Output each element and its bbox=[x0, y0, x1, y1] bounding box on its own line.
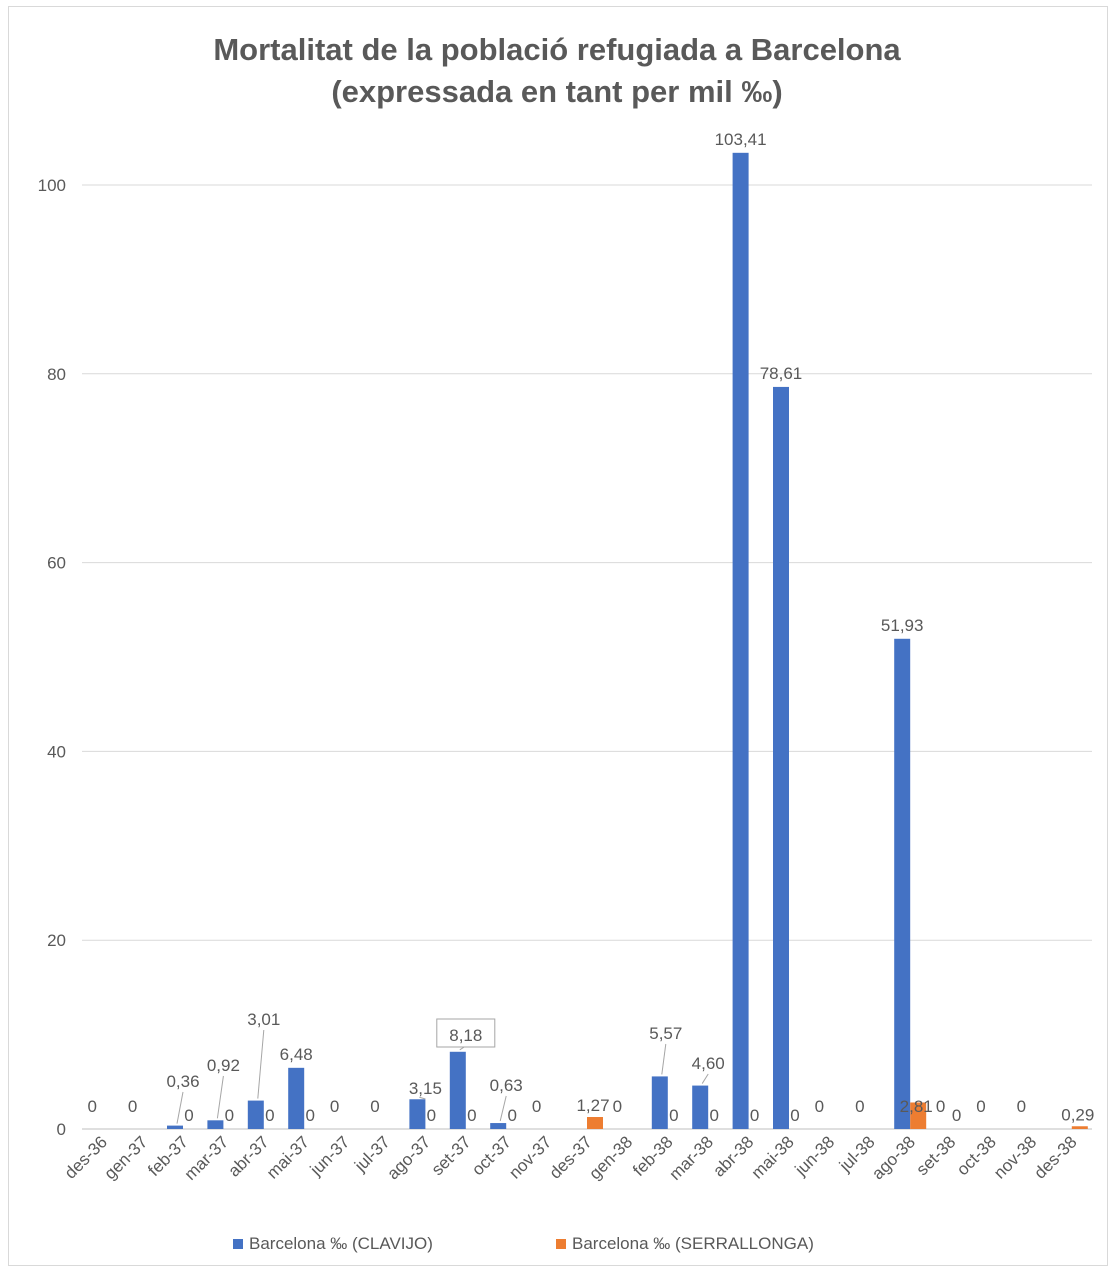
y-tick-label: 80 bbox=[47, 365, 66, 384]
data-label: 0 bbox=[1017, 1097, 1026, 1116]
leader-line bbox=[176, 1091, 184, 1124]
data-label: 8,18 bbox=[449, 1026, 482, 1045]
x-tick-label: set-37 bbox=[428, 1132, 475, 1179]
data-label: 0 bbox=[128, 1097, 137, 1116]
x-tick-label: nov-38 bbox=[990, 1132, 1040, 1182]
data-label: 0 bbox=[427, 1106, 436, 1125]
legend-swatch-clavijo bbox=[233, 1239, 243, 1249]
data-label: 6,48 bbox=[280, 1045, 313, 1064]
data-label: 0 bbox=[976, 1097, 985, 1116]
legend-label-clavijo: Barcelona ‰ (CLAVIJO) bbox=[249, 1234, 433, 1253]
x-tick-label: mar-38 bbox=[666, 1132, 718, 1184]
data-label: 0 bbox=[507, 1106, 516, 1125]
bar bbox=[732, 152, 749, 1130]
data-label: 5,57 bbox=[649, 1024, 682, 1043]
x-tick-label: mai-37 bbox=[263, 1132, 313, 1182]
chart-frame bbox=[8, 6, 1108, 1266]
data-label: 0 bbox=[709, 1106, 718, 1125]
bar bbox=[773, 386, 789, 1129]
x-tick-label: mar-37 bbox=[181, 1132, 233, 1184]
data-label: 51,93 bbox=[881, 616, 924, 635]
bar bbox=[449, 1051, 466, 1129]
bar bbox=[490, 1123, 507, 1129]
x-tick-label: abr-38 bbox=[709, 1132, 757, 1180]
data-label: 0 bbox=[815, 1097, 824, 1116]
data-label: 0 bbox=[370, 1097, 379, 1116]
y-tick-label: 0 bbox=[57, 1120, 66, 1139]
leader-line bbox=[499, 1095, 507, 1122]
leader-line bbox=[216, 1075, 224, 1119]
x-tick-label: ago-38 bbox=[868, 1132, 919, 1183]
data-label: 0,29 bbox=[1061, 1105, 1094, 1124]
y-tick-label: 40 bbox=[47, 742, 66, 761]
data-label: 3,15 bbox=[409, 1079, 442, 1098]
data-label: 0 bbox=[330, 1097, 339, 1116]
data-label: 0 bbox=[669, 1106, 678, 1125]
data-label: 0 bbox=[184, 1106, 193, 1125]
bar bbox=[587, 1117, 603, 1129]
x-tick-label: gen-37 bbox=[101, 1132, 152, 1183]
data-label: 1,27 bbox=[576, 1096, 609, 1115]
bar bbox=[1071, 1126, 1088, 1129]
bar bbox=[651, 1076, 668, 1129]
x-tick-label: des-38 bbox=[1030, 1132, 1080, 1182]
legend-swatch-serrallonga bbox=[556, 1239, 566, 1249]
legend-label-serrallonga: Barcelona ‰ (SERRALLONGA) bbox=[572, 1234, 814, 1253]
data-label: 0 bbox=[952, 1106, 961, 1125]
x-tick-label: des-36 bbox=[61, 1132, 111, 1182]
bar bbox=[894, 638, 911, 1129]
bar bbox=[692, 1085, 709, 1129]
legend-item-serrallonga: Barcelona ‰ (SERRALLONGA) bbox=[556, 1234, 814, 1254]
y-tick-label: 20 bbox=[47, 931, 66, 950]
leader-line bbox=[661, 1043, 667, 1075]
legend-item-clavijo: Barcelona ‰ (CLAVIJO) bbox=[233, 1234, 433, 1254]
data-label: 0 bbox=[532, 1097, 541, 1116]
bar bbox=[167, 1125, 183, 1129]
data-label: 0,63 bbox=[490, 1076, 523, 1095]
x-tick-label: nov-37 bbox=[505, 1132, 555, 1182]
x-tick-label: des-37 bbox=[546, 1132, 596, 1182]
chart-subtitle: (expressada en tant per mil ‰) bbox=[331, 74, 783, 109]
data-label: 0,36 bbox=[166, 1072, 199, 1091]
data-label: 4,60 bbox=[692, 1054, 725, 1073]
bar bbox=[207, 1120, 224, 1129]
x-tick-label: set-38 bbox=[913, 1132, 960, 1179]
data-label: 2,81 bbox=[900, 1097, 933, 1116]
x-tick-label: mai-38 bbox=[748, 1132, 798, 1182]
leader-line bbox=[257, 1029, 265, 1099]
leader-line bbox=[419, 1096, 426, 1100]
data-label: 78,61 bbox=[760, 364, 803, 383]
data-label: 0 bbox=[936, 1097, 945, 1116]
data-label: 0 bbox=[750, 1106, 759, 1125]
data-label: 0 bbox=[265, 1106, 274, 1125]
data-label: 0,92 bbox=[207, 1056, 240, 1075]
x-tick-label: jun-38 bbox=[791, 1132, 839, 1180]
bar bbox=[409, 1099, 426, 1129]
data-label: 3,01 bbox=[247, 1010, 280, 1029]
chart-title: Mortalitat de la població refugiada a Ba… bbox=[213, 32, 901, 67]
data-label: 0 bbox=[467, 1106, 476, 1125]
data-label: 0 bbox=[225, 1106, 234, 1125]
bar bbox=[910, 1102, 927, 1129]
x-tick-label: gen-38 bbox=[585, 1132, 636, 1183]
data-label-box bbox=[436, 1018, 496, 1048]
x-tick-label: abr-37 bbox=[224, 1132, 272, 1180]
data-label: 0 bbox=[613, 1097, 622, 1116]
data-label: 103,41 bbox=[715, 130, 767, 149]
y-tick-label: 100 bbox=[38, 176, 66, 195]
x-tick-label: ago-37 bbox=[383, 1132, 434, 1183]
leader-line bbox=[701, 1073, 709, 1084]
legend: Barcelona ‰ (CLAVIJO) Barcelona ‰ (SERRA… bbox=[0, 1234, 1114, 1260]
y-tick-label: 60 bbox=[47, 554, 66, 573]
bar bbox=[288, 1067, 305, 1129]
bar bbox=[247, 1100, 264, 1129]
data-label: 0 bbox=[87, 1097, 96, 1116]
x-tick-label: jun-37 bbox=[306, 1132, 354, 1180]
data-label: 0 bbox=[855, 1097, 864, 1116]
data-label: 0 bbox=[305, 1106, 314, 1125]
data-label: 0 bbox=[790, 1106, 799, 1125]
